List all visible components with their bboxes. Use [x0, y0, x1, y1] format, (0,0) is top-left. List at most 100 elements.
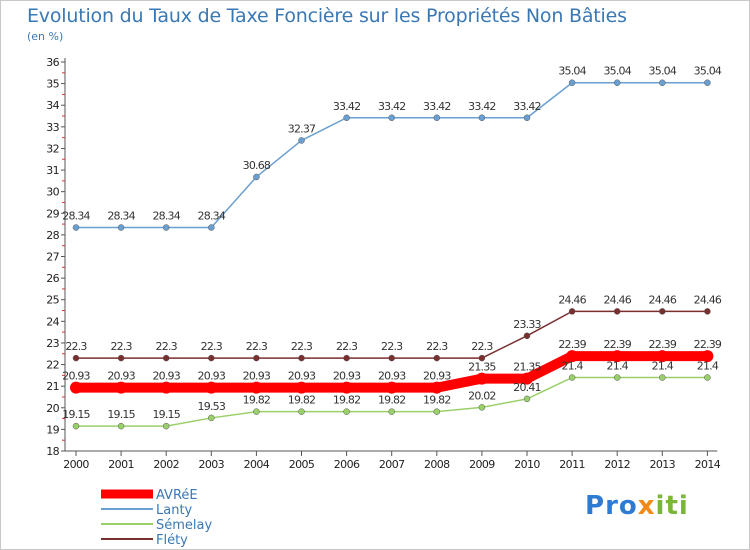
data-point — [478, 354, 486, 362]
data-point — [433, 354, 441, 362]
y-tick-label: 30 — [46, 186, 59, 199]
data-point — [340, 381, 353, 394]
data-label: 33.42 — [378, 100, 406, 113]
data-label: 22.3 — [246, 340, 268, 353]
y-tick-label: 21 — [46, 380, 59, 393]
data-point — [523, 114, 531, 122]
data-point — [521, 372, 533, 385]
data-point — [253, 354, 260, 362]
data-label: 20.93 — [152, 370, 180, 383]
data-label: 33.42 — [468, 100, 496, 113]
data-label: 33.42 — [513, 100, 541, 113]
data-point — [343, 408, 350, 415]
y-tick-label: 35 — [46, 78, 59, 91]
data-label: 22.3 — [336, 340, 358, 353]
data-label: 22.3 — [110, 340, 132, 353]
data-point — [613, 308, 621, 315]
data-point — [208, 414, 215, 422]
data-point — [72, 354, 80, 362]
data-label: 35.04 — [694, 65, 722, 78]
y-tick-label: 28 — [46, 229, 59, 242]
legend-label: Lanty — [156, 503, 193, 518]
y-tick-label: 31 — [46, 164, 59, 177]
data-label: 22.39 — [694, 338, 722, 351]
x-tick-label: 2011 — [559, 458, 585, 471]
data-point — [433, 114, 441, 122]
data-point — [117, 354, 125, 362]
x-tick-label: 2002 — [153, 458, 179, 471]
data-point — [566, 350, 579, 363]
y-tick-label: 32 — [46, 142, 59, 155]
data-label: 20.41 — [513, 381, 541, 394]
data-label: 19.82 — [288, 394, 316, 407]
data-point — [298, 137, 305, 144]
y-tick-label: 24 — [46, 315, 59, 328]
data-label: 24.46 — [694, 293, 722, 306]
data-label: 28.34 — [198, 210, 226, 223]
data-point — [704, 374, 711, 381]
data-label: 24.46 — [558, 293, 586, 306]
data-point — [385, 381, 398, 394]
data-point — [160, 381, 173, 394]
data-label: 19.15 — [62, 408, 90, 421]
data-label: 22.39 — [558, 338, 586, 351]
data-label: 19.82 — [423, 394, 451, 407]
data-label: 20.02 — [468, 389, 496, 402]
data-point — [613, 374, 621, 381]
data-label: 33.42 — [333, 100, 361, 113]
data-label: 24.46 — [603, 293, 631, 306]
data-point — [659, 374, 666, 381]
data-label: 19.82 — [333, 394, 361, 407]
data-point — [433, 408, 441, 415]
data-point — [70, 381, 82, 394]
data-point — [388, 354, 395, 362]
data-label: 32.37 — [288, 122, 316, 135]
data-label: 24.46 — [649, 293, 677, 306]
data-label: 22.3 — [381, 340, 403, 353]
x-tick-label: 2009 — [469, 458, 495, 471]
x-tick-label: 2013 — [649, 458, 675, 471]
y-tick-label: 19 — [46, 423, 59, 436]
data-label: 22.3 — [201, 340, 223, 353]
data-point — [72, 224, 80, 231]
data-label: 20.93 — [198, 370, 226, 383]
data-point — [208, 224, 215, 231]
data-point — [568, 308, 576, 315]
data-point — [253, 408, 260, 415]
data-point — [475, 372, 488, 385]
proxiti-logo: Proxiti — [585, 491, 689, 521]
x-tick-label: 2005 — [289, 458, 315, 471]
data-label: 21.4 — [607, 360, 629, 373]
x-tick-label: 2010 — [514, 458, 540, 471]
chart-title: Evolution du Taux de Taxe Foncière sur l… — [27, 5, 627, 27]
data-label: 22.3 — [471, 340, 493, 353]
x-tick-label: 2014 — [695, 458, 721, 471]
y-tick-label: 20 — [46, 402, 59, 415]
data-point — [478, 404, 486, 411]
data-point — [611, 350, 624, 363]
data-point — [430, 381, 443, 394]
data-point — [704, 79, 711, 86]
data-point — [208, 354, 215, 362]
y-tick-label: 33 — [46, 121, 59, 134]
x-tick-label: 2006 — [334, 458, 360, 471]
data-point — [205, 381, 218, 394]
data-point — [115, 381, 128, 394]
legend-label: Fléty — [156, 533, 188, 548]
x-tick-label: 2001 — [108, 458, 134, 471]
data-point — [162, 224, 170, 231]
data-point — [388, 408, 395, 415]
chart-subtitle: (en %) — [27, 30, 64, 43]
data-label: 33.42 — [423, 100, 451, 113]
data-point — [388, 114, 395, 122]
y-tick-label: 29 — [46, 207, 59, 220]
x-tick-label: 2008 — [424, 458, 450, 471]
data-point — [659, 308, 666, 315]
data-point — [523, 395, 531, 403]
data-point — [523, 332, 531, 340]
data-label: 22.3 — [291, 340, 313, 353]
data-point — [701, 350, 714, 363]
x-tick-label: 2000 — [63, 458, 89, 471]
y-tick-label: 22 — [46, 359, 59, 372]
